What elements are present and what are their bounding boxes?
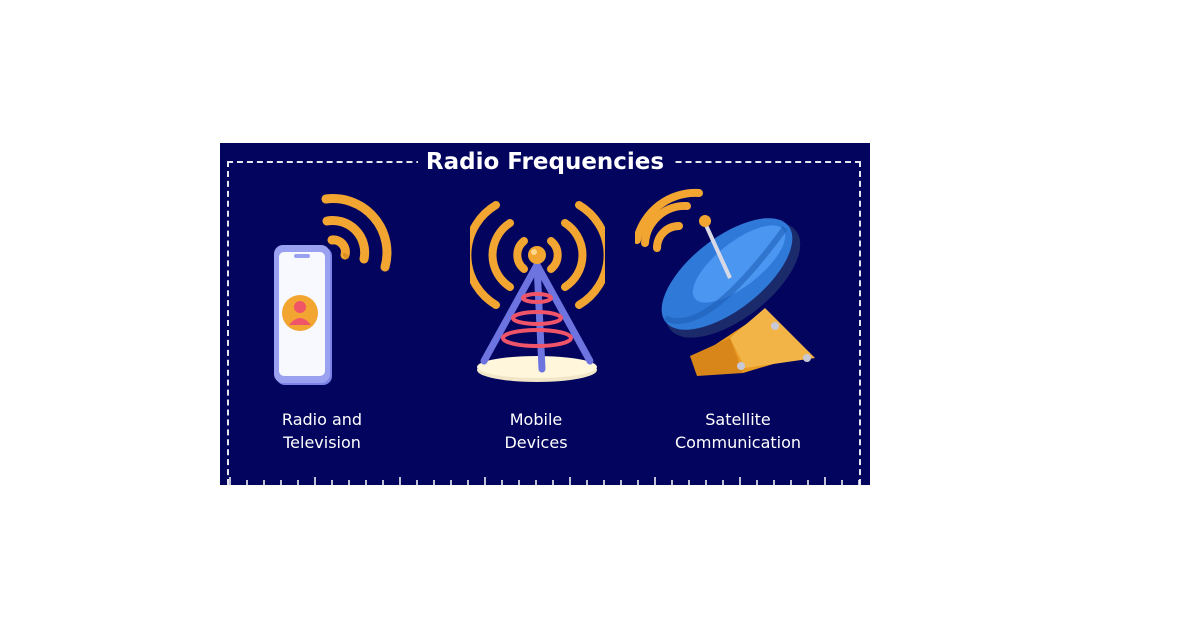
smartphone-signal-icon [270, 185, 400, 395]
panel-title: Radio Frequencies [220, 147, 870, 177]
label-satellite-communication: Satellite Communication [674, 410, 802, 452]
label-mobile-devices: Mobile Devices [504, 410, 568, 452]
radio-frequencies-panel: Radio Frequencies Radio and Televis [220, 143, 870, 485]
satellite-dish-icon [633, 188, 825, 388]
radio-tower-icon [463, 193, 612, 393]
label-radio-television: Radio and Television [281, 410, 363, 452]
ruler-ticks [229, 477, 860, 485]
